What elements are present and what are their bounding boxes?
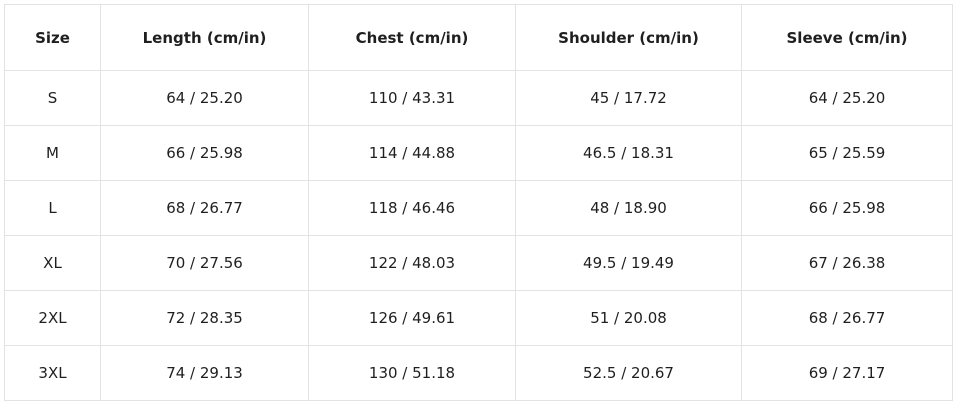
header-row: Size Length (cm/in) Chest (cm/in) Shoulder … [4,4,953,71]
measurement-cell: 110 / 43.31 [308,70,516,126]
header-cell: Sleeve (cm/in) [741,4,953,71]
measurement-cell: 46.5 / 18.31 [515,125,742,181]
header-cell: Length (cm/in) [100,4,309,71]
measurement-cell: 68 / 26.77 [741,290,953,346]
table-row: 2XL 72 / 28.35 126 / 49.61 51 / 20.08 68 / 2… [4,290,953,346]
table-row: S 64 / 25.20 110 / 43.31 45 / 17.72 64 / 25.… [4,70,953,126]
measurement-cell: 74 / 29.13 [100,345,309,401]
measurement-cell: 66 / 25.98 [741,180,953,236]
measurement-cell: 48 / 18.90 [515,180,742,236]
measurement-cell: 130 / 51.18 [308,345,516,401]
table-row: 3XL 74 / 29.13 130 / 51.18 52.5 / 20.67 69 /… [4,345,953,401]
table-header: Size Length (cm/in) Chest (cm/in) Shoulder … [4,4,953,71]
table-row: L 68 / 26.77 118 / 46.46 48 / 18.90 66 / 25.… [4,180,953,236]
measurement-cell: 66 / 25.98 [100,125,309,181]
size-cell: 2XL [4,290,101,346]
measurement-cell: 49.5 / 19.49 [515,235,742,291]
measurement-cell: 52.5 / 20.67 [515,345,742,401]
size-cell: L [4,180,101,236]
measurement-cell: 64 / 25.20 [100,70,309,126]
header-cell: Size [4,4,101,71]
measurement-cell: 126 / 49.61 [308,290,516,346]
size-cell: S [4,70,101,126]
table-row: M 66 / 25.98 114 / 44.88 46.5 / 18.31 65 / 2… [4,125,953,181]
size-table: Size Length (cm/in) Chest (cm/in) Shoulder … [4,4,953,401]
header-cell: Shoulder (cm/in) [515,4,742,71]
table-row: XL 70 / 27.56 122 / 48.03 49.5 / 19.49 67 / … [4,235,953,291]
measurement-cell: 118 / 46.46 [308,180,516,236]
measurement-cell: 70 / 27.56 [100,235,309,291]
measurement-cell: 67 / 26.38 [741,235,953,291]
size-chart: Size Length (cm/in) Chest (cm/in) Shoulder … [4,4,953,401]
header-cell: Chest (cm/in) [308,4,516,71]
measurement-cell: 114 / 44.88 [308,125,516,181]
table-body: S 64 / 25.20 110 / 43.31 45 / 17.72 64 / 25.… [4,70,953,401]
size-cell: 3XL [4,345,101,401]
measurement-cell: 51 / 20.08 [515,290,742,346]
size-cell: XL [4,235,101,291]
measurement-cell: 65 / 25.59 [741,125,953,181]
measurement-cell: 122 / 48.03 [308,235,516,291]
measurement-cell: 68 / 26.77 [100,180,309,236]
measurement-cell: 45 / 17.72 [515,70,742,126]
measurement-cell: 69 / 27.17 [741,345,953,401]
size-cell: M [4,125,101,181]
measurement-cell: 64 / 25.20 [741,70,953,126]
measurement-cell: 72 / 28.35 [100,290,309,346]
